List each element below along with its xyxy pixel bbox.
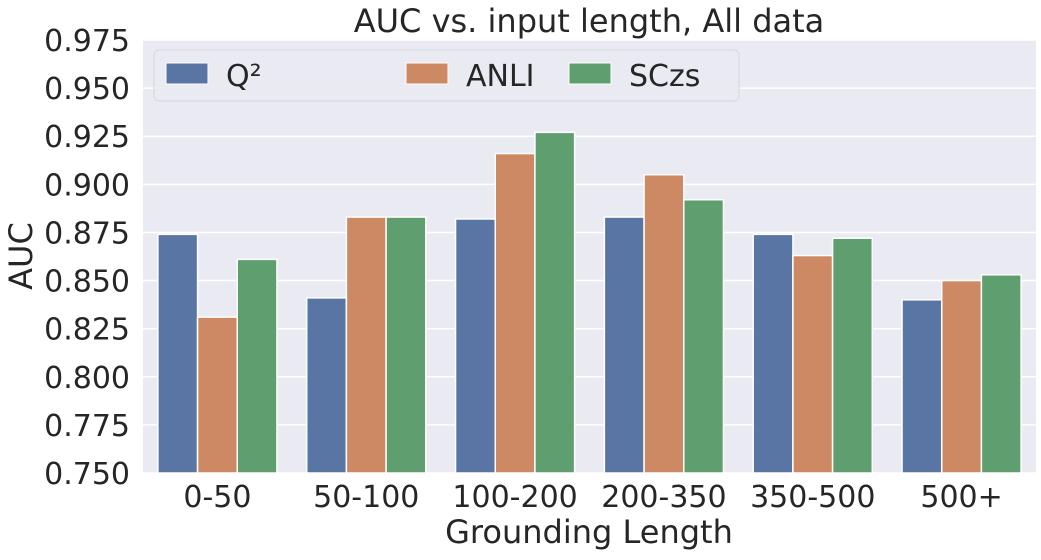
bar-Q²-0-50 — [157, 233, 199, 474]
x-tick-labels: 0-50 50-100 100-200 200-350 350-500 500+ — [183, 480, 1002, 515]
y-axis-label: AUC — [2, 222, 40, 290]
y-tick-labels: 0.750 0.775 0.800 0.825 0.850 0.875 0.900 0.925… — [44, 24, 130, 492]
legend-swatch — [165, 62, 209, 85]
bar-Q²-100-200 — [454, 218, 496, 474]
legend-label: ANLI — [466, 59, 535, 94]
bar-Q²-350-500 — [752, 233, 794, 474]
y-tick-label: 0.950 — [44, 72, 130, 107]
y-tick-label: 0.850 — [44, 265, 130, 300]
y-tick-label: 0.775 — [44, 409, 130, 444]
legend: Q² ANLI SCzs — [153, 49, 740, 102]
legend-label: Q² — [226, 59, 262, 94]
bar-SCzs-350-500 — [831, 237, 874, 474]
chart-title: AUC vs. input length, All data — [354, 2, 825, 40]
bar-ANLI-50-100 — [345, 216, 387, 474]
bar-ANLI-100-200 — [494, 152, 536, 474]
bar-Q²-200-350 — [603, 216, 645, 474]
y-tick-label: 0.875 — [44, 216, 130, 251]
bar-SCzs-100-200 — [534, 131, 576, 474]
y-tick-label: 0.925 — [44, 120, 130, 155]
legend-swatch — [405, 62, 449, 85]
bar-ANLI-200-350 — [643, 173, 685, 474]
x-tick-label: 200-350 — [601, 480, 726, 515]
y-tick-label: 0.825 — [44, 313, 130, 348]
x-axis-label: Grounding Length — [445, 513, 733, 551]
legend-swatch — [568, 62, 612, 85]
plot-area — [143, 40, 1036, 473]
bar-Q²-500+ — [901, 299, 943, 474]
y-tick-label: 0.800 — [44, 361, 130, 396]
x-tick-label: 50-100 — [313, 480, 419, 515]
legend-label: SCzs — [629, 59, 700, 94]
y-tick-label: 0.900 — [44, 168, 130, 203]
x-tick-label: 350-500 — [750, 480, 875, 515]
x-tick-label: 100-200 — [452, 480, 577, 515]
bar-ANLI-500+ — [940, 279, 983, 474]
y-tick-label: 0.750 — [44, 457, 130, 492]
bar-ANLI-0-50 — [196, 316, 239, 474]
y-tick-label: 0.975 — [44, 24, 130, 59]
bar-ANLI-350-500 — [792, 254, 834, 474]
bar-SCzs-500+ — [980, 274, 1022, 474]
bar-SCzs-50-100 — [385, 216, 427, 474]
x-tick-label: 500+ — [920, 480, 1002, 515]
bar-SCzs-200-350 — [683, 198, 725, 474]
bar-SCzs-0-50 — [236, 258, 278, 474]
x-tick-label: 0-50 — [183, 480, 251, 515]
bar-Q²-50-100 — [305, 297, 348, 474]
bars — [157, 131, 1022, 474]
